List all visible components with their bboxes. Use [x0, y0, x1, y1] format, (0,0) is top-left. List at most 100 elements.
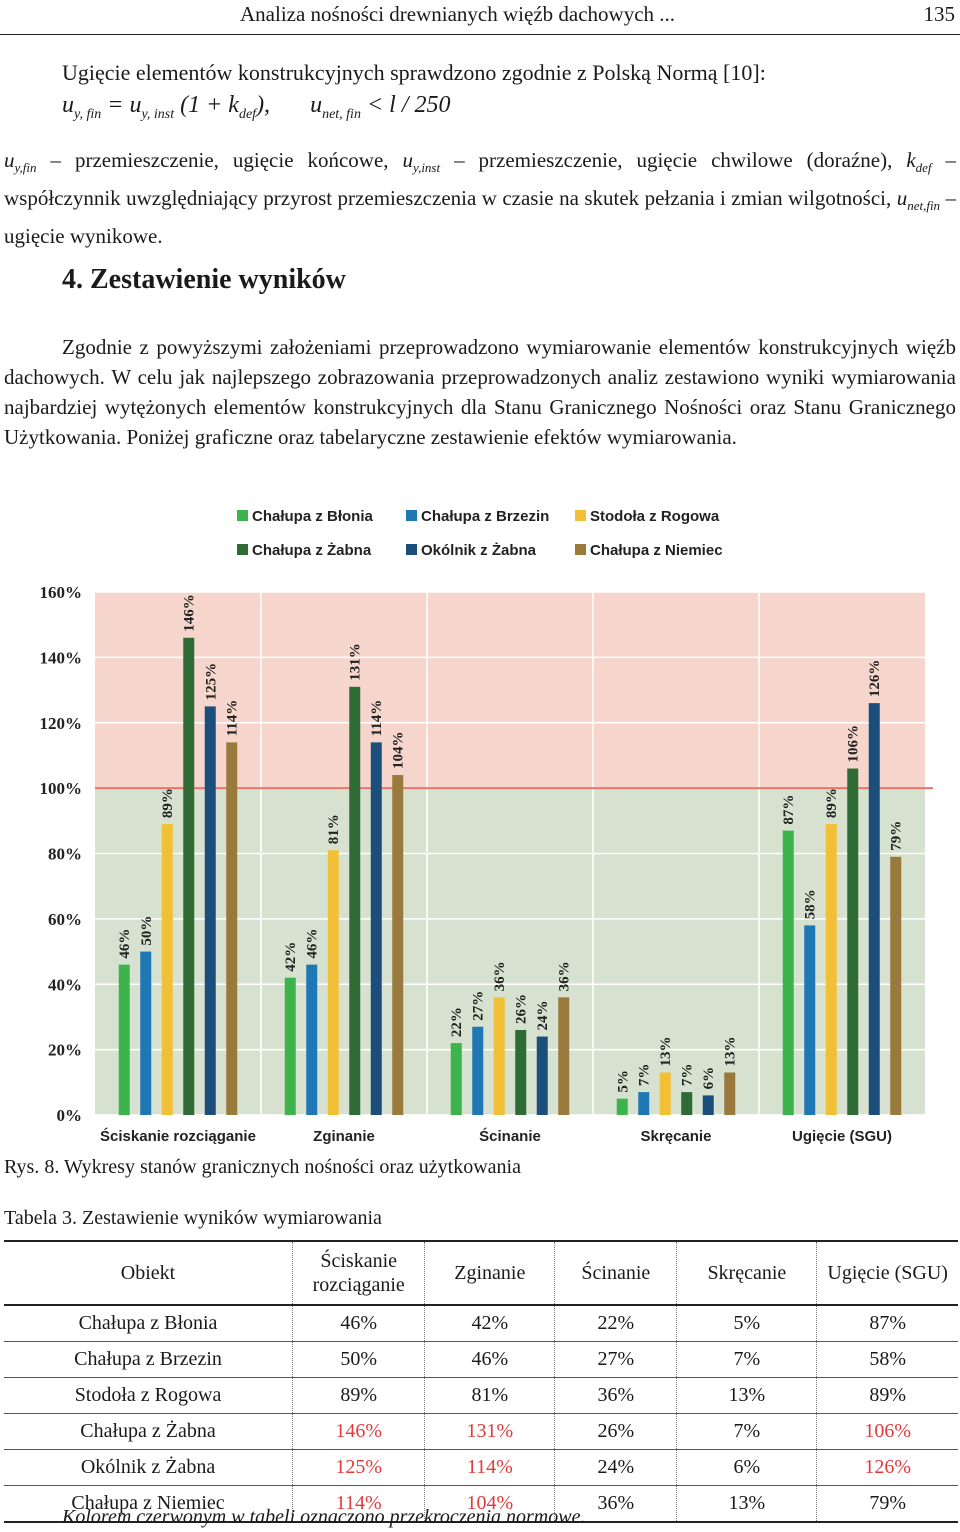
legend-swatch [237, 510, 248, 521]
value-cell: 36% [554, 1377, 677, 1414]
object-name-cell: Chałupa z Niemiec [4, 1485, 293, 1523]
legend-swatch [406, 544, 417, 555]
bar-value-label: 5% [615, 1070, 631, 1093]
value-cell: 46% [292, 1305, 425, 1342]
bar-value-label: 79% [889, 821, 905, 851]
y-tick-label: 60% [48, 910, 82, 929]
bar-value-label: 131% [348, 643, 364, 681]
bar-value-label: 27% [471, 991, 487, 1021]
bar-value-label: 89% [824, 788, 840, 818]
bar-value-label: 26% [514, 994, 530, 1024]
bar-value-label: 50% [139, 916, 155, 946]
value-cell: 50% [292, 1341, 425, 1378]
bar [493, 997, 505, 1115]
exceed-zone [95, 592, 925, 789]
y-tick-label: 0% [57, 1106, 83, 1125]
value-cell: 126% [816, 1449, 958, 1486]
bar-value-label: 46% [305, 929, 321, 959]
bar [536, 1036, 548, 1115]
y-tick-label: 20% [48, 1041, 82, 1060]
bar [515, 1030, 527, 1115]
bar [724, 1072, 736, 1115]
value-cell: 131% [424, 1413, 555, 1450]
value-cell: 26% [554, 1413, 677, 1450]
bar-value-label: 114% [369, 700, 385, 737]
bar-value-label: 125% [203, 663, 219, 701]
table-row: Chałupa z Żabna 146% 131% 26% 7% 106% [4, 1413, 958, 1450]
header-cell: Ugięcie (SGU) [816, 1240, 958, 1306]
value-cell: 125% [292, 1449, 425, 1486]
table-body: Chałupa z Błonia 46% 42% 22% 5% 87% Chałupa z … [4, 1305, 958, 1523]
legend-label: Okólnik z Żabna [421, 542, 537, 559]
object-name-cell: Chałupa z Błonia [4, 1305, 293, 1342]
legend-label: Chałupa z Niemiec [590, 542, 723, 559]
value-cell: 58% [816, 1341, 958, 1378]
value-cell: 5% [676, 1305, 817, 1342]
value-cell: 146% [292, 1413, 425, 1450]
value-cell: 87% [816, 1305, 958, 1342]
page-number: 135 [923, 2, 956, 26]
bar-value-label: 89% [160, 788, 176, 818]
table-row: Okólnik z Żabna 125% 114% 24% 6% 126% [4, 1449, 958, 1486]
table-note: Kolorem czerwonym w tabeli oznaczono prz… [62, 1506, 586, 1528]
table-row: Chałupa z Błonia 46% 42% 22% 5% 87% [4, 1305, 958, 1342]
object-name-cell: Chałupa z Żabna [4, 1413, 293, 1450]
value-cell: 13% [676, 1377, 817, 1414]
y-tick-label: 140% [40, 648, 83, 667]
bar-value-label: 81% [326, 814, 342, 844]
bar [327, 850, 339, 1115]
y-tick-label: 160% [40, 583, 83, 602]
bar [472, 1026, 484, 1115]
legend-label: Stodoła z Rogowa [590, 508, 720, 525]
bar [558, 997, 570, 1115]
bar-value-label: 24% [535, 1001, 551, 1031]
bar [681, 1092, 693, 1115]
y-tick-label: 120% [40, 714, 83, 733]
value-cell: 36% [554, 1485, 677, 1523]
bar-value-label: 36% [557, 961, 573, 991]
category-label: Skręcanie [641, 1128, 712, 1145]
value-cell: 89% [292, 1377, 425, 1414]
bar-value-label: 46% [117, 929, 133, 959]
bar-value-label: 106% [846, 725, 862, 763]
legend-label: Chałupa z Brzezin [421, 508, 549, 525]
deflection-formula: uy, fin = uy, inst (1 + kdef), unet, fin… [62, 92, 451, 122]
bar [140, 951, 152, 1115]
bar [183, 637, 195, 1115]
value-cell: 79% [816, 1485, 958, 1523]
category-label: Ugięcie (SGU) [792, 1128, 892, 1145]
value-cell: 22% [554, 1305, 677, 1342]
bar [825, 824, 837, 1115]
bar [392, 775, 404, 1115]
running-title: Analiza nośności drewnianych więźb dacho… [240, 2, 676, 26]
bar [306, 964, 318, 1115]
bar-value-label: 146% [182, 594, 198, 632]
value-cell: 24% [554, 1449, 677, 1486]
value-cell: 81% [424, 1377, 555, 1414]
y-tick-label: 100% [40, 779, 83, 798]
value-cell: 7% [676, 1413, 817, 1450]
bar-value-label: 58% [803, 889, 819, 919]
value-cell: 6% [676, 1449, 817, 1486]
bar-value-label: 114% [225, 700, 241, 737]
legend-label: Chałupa z Żabna [252, 542, 372, 559]
legend-swatch [237, 544, 248, 555]
object-name-cell: Okólnik z Żabna [4, 1449, 293, 1486]
table-row: Chałupa z Niemiec 114% 104% 36% 13% 79% [4, 1485, 958, 1523]
bar [702, 1095, 714, 1115]
value-cell: 104% [424, 1485, 555, 1523]
category-label: Ścinanie [479, 1127, 541, 1145]
bar [450, 1043, 462, 1115]
bar-value-label: 7% [637, 1064, 653, 1087]
intro-sentence: Ugięcie elementów konstrukcyjnych sprawd… [62, 60, 766, 85]
header-cell: Skręcanie [676, 1240, 817, 1306]
value-cell: 89% [816, 1377, 958, 1414]
y-tick-label: 40% [48, 975, 82, 994]
bar [118, 964, 130, 1115]
bar-value-label: 13% [658, 1037, 674, 1067]
value-cell: 114% [292, 1485, 425, 1523]
bar-value-label: 126% [867, 660, 883, 698]
table-row: Stodoła z Rogowa 89% 81% 36% 13% 89% [4, 1377, 958, 1414]
bar-value-label: 36% [492, 961, 508, 991]
legend-swatch [406, 510, 417, 521]
